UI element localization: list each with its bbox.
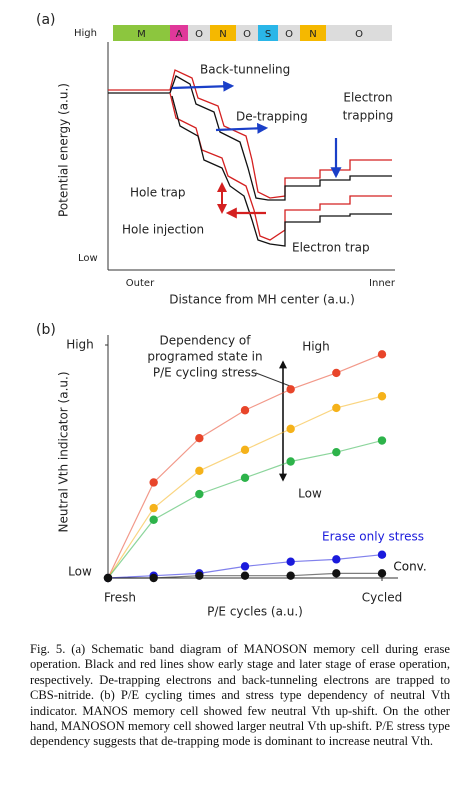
data-point (195, 489, 204, 499)
y-tick-label: High (66, 338, 94, 352)
conduction-band-early (108, 75, 392, 201)
data-point (149, 515, 158, 524)
annotation: trapping (343, 109, 394, 123)
annotation: programed state in (147, 350, 262, 364)
data-point (195, 466, 204, 476)
layer-label: M (137, 29, 146, 40)
data-point (240, 473, 250, 483)
data-point (332, 569, 341, 578)
y-high: High (74, 28, 97, 39)
layer (258, 25, 278, 41)
data-point (377, 436, 387, 445)
layer-label: O (355, 29, 363, 40)
x-outer: Outer (126, 278, 155, 289)
pointer (255, 372, 291, 387)
data-point (377, 350, 387, 359)
data-point (286, 557, 295, 566)
data-point (286, 424, 295, 434)
layer (113, 25, 170, 41)
annotation: Electron trap (292, 241, 370, 255)
figure: (a) High Low Potential energy (a.u.) Out… (36, 12, 427, 619)
annotation: Dependency of (160, 334, 252, 348)
layer (236, 25, 258, 41)
band-lines (108, 69, 392, 247)
data-point (332, 403, 341, 413)
layer (278, 25, 300, 41)
layer (188, 25, 210, 41)
layer-label: O (243, 29, 251, 40)
data-point (332, 368, 341, 378)
x-inner: Inner (369, 278, 396, 289)
y-tick-label: Low (68, 565, 92, 579)
data-point (286, 571, 295, 580)
conduction-band-later (108, 69, 392, 199)
annotation: Electron (343, 91, 392, 105)
annotation: High (302, 340, 330, 354)
data-point (377, 550, 387, 559)
layer-label: N (219, 29, 226, 40)
layer-label: A (176, 29, 183, 40)
x-tick-label: Fresh (104, 591, 136, 605)
data-point (240, 562, 250, 571)
annotation: Back-tunneling (200, 63, 290, 77)
series-line (107, 439, 383, 579)
layer (210, 25, 236, 41)
y-axis-label: Potential energy (a.u.) (57, 83, 71, 217)
panel-label: (b) (36, 322, 56, 338)
data-point (240, 445, 250, 455)
data-point (103, 573, 113, 583)
series-line (107, 395, 383, 579)
data-point (332, 555, 341, 564)
data-point (195, 571, 204, 580)
data-point (195, 434, 204, 443)
annotation: Hole injection (122, 223, 204, 237)
data-point (286, 457, 295, 466)
arrow (215, 122, 269, 134)
y-axis-label: Neutral Vth indicator (a.u.) (57, 371, 71, 532)
layer-label: O (285, 29, 293, 40)
x-axis-label: P/E cycles (a.u.) (207, 605, 303, 619)
layer (170, 25, 188, 41)
annotation: Hole trap (130, 186, 186, 200)
data-point (377, 569, 387, 578)
plot: Low High Fresh Cycled Erase only stress Conv. (66, 338, 426, 605)
series-line (107, 353, 383, 579)
layer-label: S (265, 29, 271, 40)
data-point (149, 573, 158, 583)
data-point (377, 392, 387, 401)
annotation: Low (298, 487, 322, 501)
arrow (171, 80, 235, 92)
x-tick-label: Cycled (362, 591, 402, 605)
series-label: Erase only stress (322, 530, 424, 544)
layer (300, 25, 326, 41)
layer (326, 25, 392, 41)
data-point (149, 478, 158, 487)
series-label: Conv. (393, 560, 426, 574)
data-point (240, 406, 250, 415)
data-point (240, 571, 250, 580)
panel-label: (a) (36, 12, 56, 28)
layer-label: N (309, 29, 316, 40)
caption: Fig. 5. (a) Schematic band diagram of MA… (30, 642, 450, 749)
valence-band-early (171, 95, 392, 247)
data-point (332, 447, 341, 457)
data-point (149, 503, 158, 513)
annotation: P/E cycling stress (153, 366, 257, 380)
x-axis-label: Distance from MH center (a.u.) (169, 293, 355, 307)
data-point (286, 385, 295, 394)
annotation: De-trapping (236, 110, 308, 124)
layer-label: O (195, 29, 203, 40)
y-low: Low (78, 253, 98, 264)
